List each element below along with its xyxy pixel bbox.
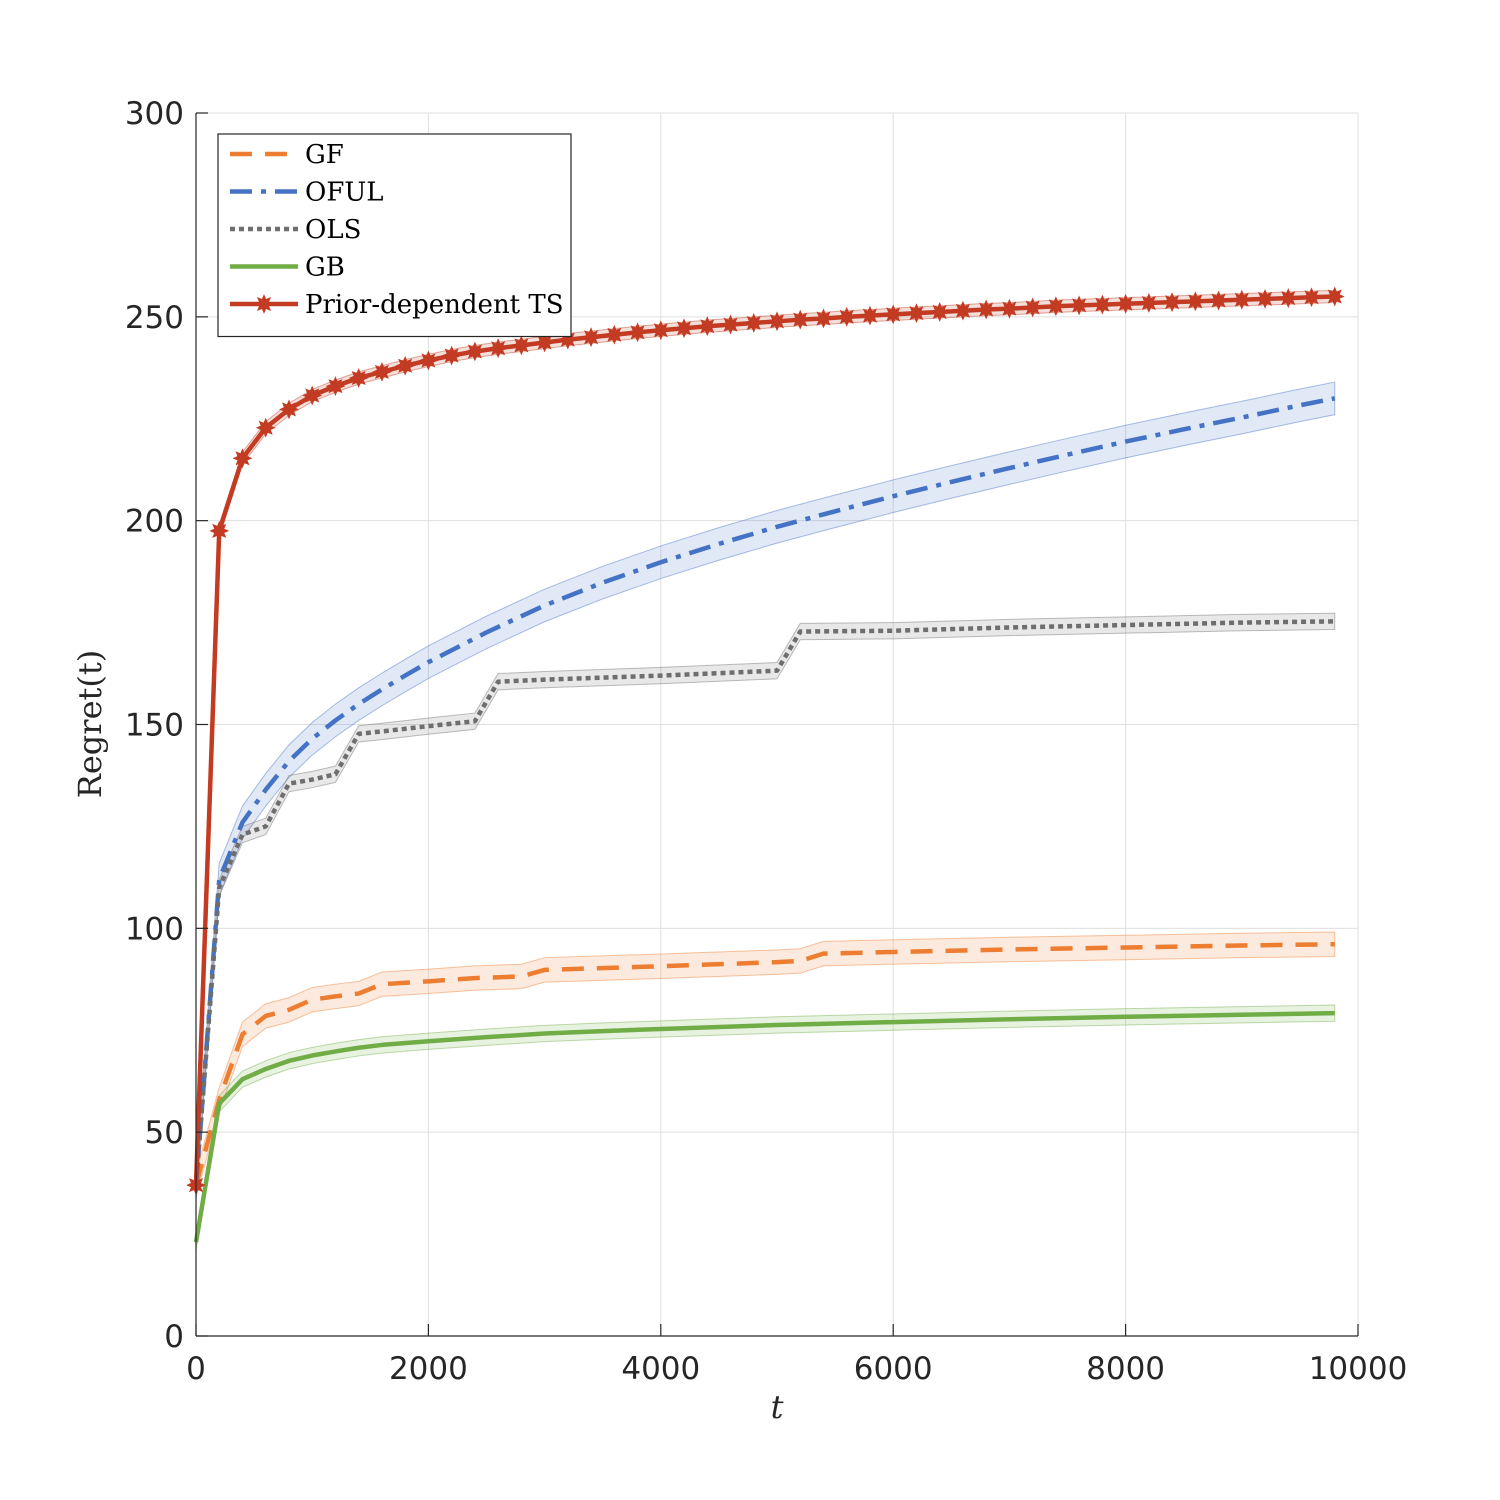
y-tick-label: 250: [125, 300, 184, 336]
marker-point: [209, 520, 230, 541]
line-series-0: [193, 941, 1335, 1186]
marker-point: [906, 303, 927, 324]
x-tick-label: 4000: [621, 1351, 700, 1387]
legend-box: [217, 133, 572, 338]
line-series-1: [193, 396, 1336, 1186]
marker-point: [1185, 291, 1206, 312]
marker-point: [464, 341, 485, 362]
y-axis-title: Regret(t): [71, 650, 109, 798]
marker-point: [325, 376, 346, 397]
legend-label-4: Prior-dependent TS: [305, 290, 564, 320]
marker-point: [1208, 290, 1229, 311]
marker-point: [1231, 289, 1252, 310]
y-tick-label: 200: [125, 504, 184, 540]
marker-point: [418, 350, 439, 371]
line-series-2: [193, 619, 1335, 1186]
legend-marker: [254, 294, 274, 314]
marker-point: [302, 385, 323, 406]
marker-point: [1162, 292, 1182, 313]
marker-point: [813, 308, 834, 329]
marker-point: [790, 309, 811, 330]
marker-point: [720, 314, 741, 335]
marker-point: [883, 304, 904, 325]
x-tick-label: 0: [186, 1351, 206, 1387]
y-tick-label: 50: [145, 1115, 184, 1151]
series-markers: [186, 286, 1345, 1196]
marker-point: [441, 345, 462, 366]
legend-label-2: OLS: [305, 215, 361, 245]
x-tick-label: 10000: [1309, 1351, 1408, 1387]
y-tick-label: 300: [125, 96, 184, 132]
marker-point: [929, 302, 950, 322]
x-axis-title: t: [771, 1388, 784, 1426]
marker-point: [767, 311, 787, 332]
x-tick-label: 6000: [854, 1351, 933, 1387]
band-series-3: [195, 1004, 1336, 1251]
y-tick-label: 0: [164, 1319, 184, 1355]
marker-point: [976, 299, 997, 320]
marker-point: [255, 417, 276, 438]
x-tick-label: 8000: [1086, 1351, 1165, 1387]
axes: [195, 112, 1359, 1337]
legend-label-3: GB: [305, 253, 345, 283]
marker-point: [627, 322, 648, 343]
band-series-2: [195, 612, 1336, 1194]
band-series-0: [195, 931, 1336, 1198]
marker-point: [1045, 296, 1066, 317]
legend-label-0: GF: [305, 140, 344, 170]
marker-point: [604, 324, 625, 345]
marker-point: [697, 316, 718, 337]
marker-point: [581, 327, 601, 348]
marker-point: [836, 306, 857, 327]
marker-point: [1278, 288, 1299, 308]
marker-point: [348, 368, 369, 388]
marker-point: [650, 320, 671, 341]
tick-labels: 0 2000 4000 6000 8000 10000 0 50 100 150 200 250 300: [125, 96, 1407, 1387]
marker-point: [395, 355, 416, 376]
marker-point: [372, 361, 392, 382]
grid: [196, 112, 1359, 1336]
marker-point: [232, 448, 253, 469]
marker-point: [511, 335, 532, 356]
marker-point: [1069, 295, 1090, 316]
legend-label-1: OFUL: [305, 178, 384, 208]
legend: GF OFUL OLS GB Prior-dependent TS: [217, 133, 572, 338]
x-tick-label: 2000: [389, 1351, 468, 1387]
marker-point: [279, 399, 299, 420]
y-tick-label: 100: [125, 911, 184, 947]
marker-point: [1115, 293, 1136, 314]
marker-point: [860, 305, 880, 326]
y-tick-label: 150: [125, 708, 184, 744]
marker-point: [1138, 293, 1159, 313]
marker-point: [534, 332, 555, 353]
marker-point: [1301, 287, 1322, 308]
marker-point: [999, 298, 1020, 319]
marker-point: [1022, 297, 1043, 318]
marker-point: [1092, 294, 1113, 315]
band-series-1: [195, 381, 1336, 1202]
marker-point: [674, 318, 694, 339]
marker-point: [743, 313, 764, 333]
marker-point: [1324, 286, 1345, 307]
marker-point: [1255, 288, 1275, 309]
line-series-3: [193, 1010, 1335, 1243]
marker-point: [953, 300, 973, 321]
marker-point: [488, 338, 509, 359]
